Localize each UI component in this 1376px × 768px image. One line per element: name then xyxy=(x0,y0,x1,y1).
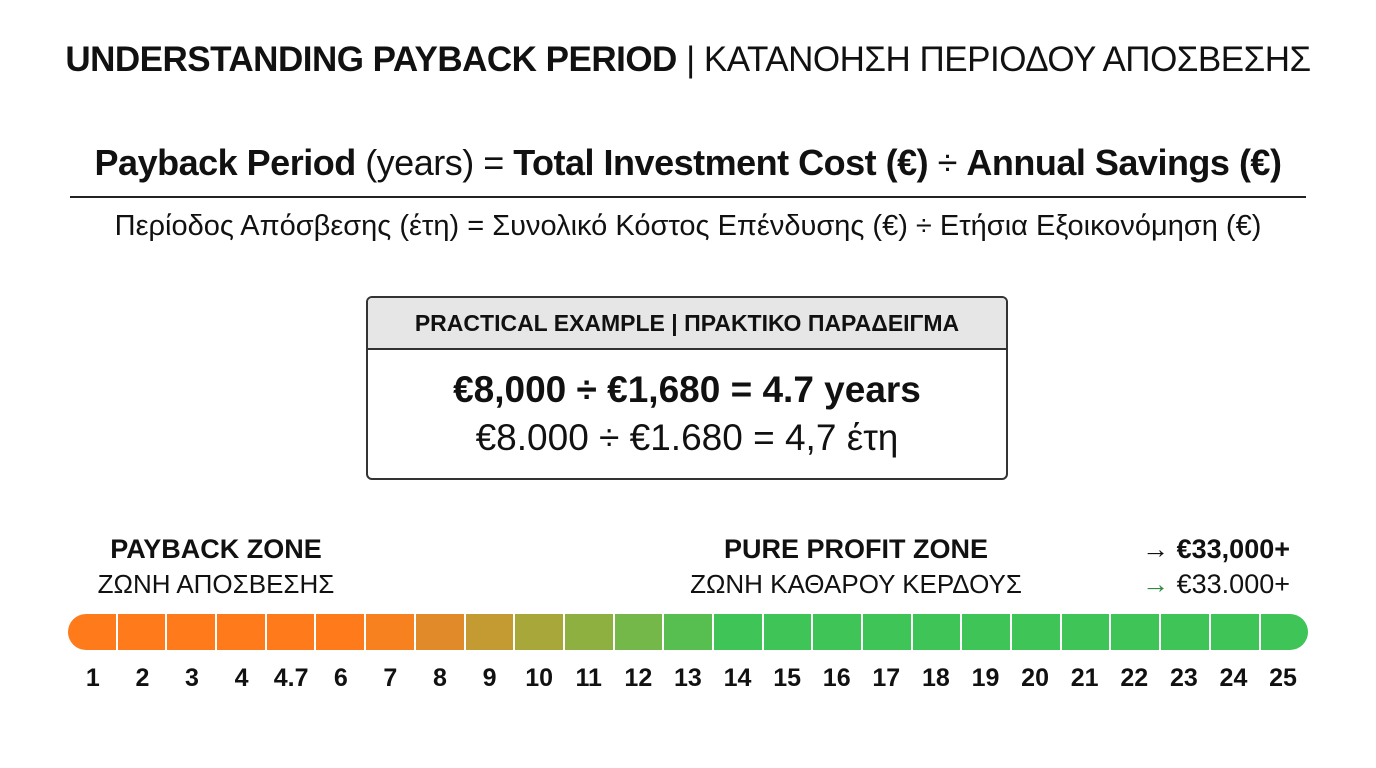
timeline-segment xyxy=(564,614,615,650)
timeline-segment xyxy=(1111,614,1162,650)
example-calculation-en: €8,000 ÷ €1,680 = 4.7 years xyxy=(453,369,921,410)
timeline-ticks: 1 2 3 4 4.7 6 7 8 9 10 11 12 13 14 15 16 17 18 19 20 21 22 23 2… xyxy=(68,664,1308,693)
timeline-segment xyxy=(614,614,665,650)
formula-term-payback-period: Payback Period xyxy=(94,142,357,183)
total-profit-callout: → €33,000+ → €33.000+ xyxy=(1090,534,1290,600)
timeline-tick-label: 4 xyxy=(234,664,249,692)
title-gr: ΚΑΤΑΝΟΗΣΗ ΠΕΡΙΟΔΟΥ ΑΠΟΣΒΕΣΗΣ xyxy=(703,40,1311,79)
timeline-tick-label: 13 xyxy=(674,664,702,692)
timeline-tick-label: 8 xyxy=(433,664,447,692)
timeline-tick-label: 2 xyxy=(135,664,150,692)
timeline-segment xyxy=(316,614,367,650)
timeline-tick-label: 14 xyxy=(723,664,752,692)
timeline-segment xyxy=(1012,614,1062,650)
timeline-tick-label: 16 xyxy=(822,664,851,692)
timeline-segment xyxy=(217,614,267,650)
timeline-tick-label: 15 xyxy=(773,664,802,692)
timeline-tick-label: 9 xyxy=(482,664,497,692)
timeline-tick-label: 21 xyxy=(1070,664,1099,692)
timeline-segment xyxy=(813,614,863,650)
timeline-tick-label: 24 xyxy=(1219,664,1248,692)
timeline-segment xyxy=(1210,614,1261,650)
timeline-tick-label: 20 xyxy=(1021,664,1049,692)
formula-term-investment-cost: Total Investment Cost (€) xyxy=(513,142,929,183)
profit-total-gr: → €33.000+ xyxy=(1090,569,1290,600)
profit-value-gr: €33.000+ xyxy=(1176,569,1290,599)
formula-english: Payback Period (years) = Total Investmen… xyxy=(0,142,1376,184)
formula-term-annual-savings: Annual Savings (€) xyxy=(966,142,1282,183)
arrow-right-icon: → xyxy=(1142,569,1170,599)
formula-divider xyxy=(70,196,1306,198)
timeline-tick-label: 12 xyxy=(624,664,653,692)
timeline-segment xyxy=(515,614,565,650)
timeline-tick-label: 11 xyxy=(575,664,602,692)
timeline-segment xyxy=(465,614,516,650)
timeline-tick-label: 22 xyxy=(1120,664,1149,692)
profit-total-en: → €33,000+ xyxy=(1090,534,1290,565)
payback-zone-label: PAYBACK ZONE ΖΩΝΗ ΑΠΟΣΒΕΣΗΣ xyxy=(82,534,350,600)
timeline-segment xyxy=(713,614,764,650)
timeline-segment xyxy=(912,614,963,650)
timeline-segment xyxy=(68,614,118,650)
profit-value-en: €33,000+ xyxy=(1176,534,1290,564)
timeline-segment xyxy=(366,614,416,650)
timeline-tick-label: 7 xyxy=(383,664,398,692)
formula-divide-operator: ÷ xyxy=(928,142,967,183)
title-en: UNDERSTANDING PAYBACK PERIOD xyxy=(65,40,677,79)
timeline-segment xyxy=(415,614,466,650)
timeline-segment xyxy=(117,614,168,650)
timeline-segment xyxy=(167,614,218,650)
timeline-tick-label: 4.7 xyxy=(273,664,309,692)
payback-zone-subtitle: ΖΩΝΗ ΑΠΟΣΒΕΣΗΣ xyxy=(97,569,335,599)
timeline-segment xyxy=(863,614,913,650)
timeline-tick-label: 17 xyxy=(872,664,901,692)
profit-zone-title: PURE PROFIT ZONE xyxy=(723,534,988,564)
timeline-tick-label: 10 xyxy=(525,664,554,692)
timeline-segment xyxy=(763,614,814,650)
arrow-right-icon: → xyxy=(1142,534,1170,564)
timeline-tick-label: 19 xyxy=(971,664,1000,692)
timeline-tick-label: 1 xyxy=(85,664,100,692)
example-calculation-gr: €8.000 ÷ €1.680 = 4,7 έτη xyxy=(475,417,899,458)
timeline-tick-label: 25 xyxy=(1269,664,1297,692)
title-separator: | xyxy=(676,40,704,79)
page-title: UNDERSTANDING PAYBACK PERIOD | ΚΑΤΑΝΟΗΣΗ… xyxy=(0,40,1376,80)
timeline-segment xyxy=(1061,614,1112,650)
payback-zone-title: PAYBACK ZONE xyxy=(110,534,322,564)
timeline-bar xyxy=(68,614,1308,650)
profit-zone-label: PURE PROFIT ZONE ΖΩΝΗ ΚΑΘΑΡΟΥ ΚΕΡΔΟΥΣ xyxy=(660,534,1052,600)
timeline-segment xyxy=(1161,614,1211,650)
timeline-tick-label: 6 xyxy=(333,664,348,692)
timeline-segment xyxy=(962,614,1013,650)
timeline-tick-label: 3 xyxy=(185,664,199,692)
timeline-segment xyxy=(664,614,714,650)
formula-unit-years: (years) = xyxy=(355,142,514,183)
timeline-segment xyxy=(266,614,317,650)
example-header: PRACTICAL EXAMPLE | ΠΡΑΚΤΙΚΟ ΠΑΡΑΔΕΙΓΜΑ xyxy=(368,298,1006,350)
timeline-tick-label: 18 xyxy=(921,664,950,692)
timeline-segment xyxy=(1260,614,1308,650)
profit-zone-subtitle: ΖΩΝΗ ΚΑΘΑΡΟΥ ΚΕΡΔΟΥΣ xyxy=(690,569,1022,599)
timeline-tick-label: 23 xyxy=(1169,664,1198,692)
formula-greek: Περίοδος Απόσβεσης (έτη) = Συνολικό Κόστ… xyxy=(114,210,1262,242)
practical-example-box: PRACTICAL EXAMPLE | ΠΡΑΚΤΙΚΟ ΠΑΡΑΔΕΙΓΜΑ … xyxy=(366,296,1008,480)
